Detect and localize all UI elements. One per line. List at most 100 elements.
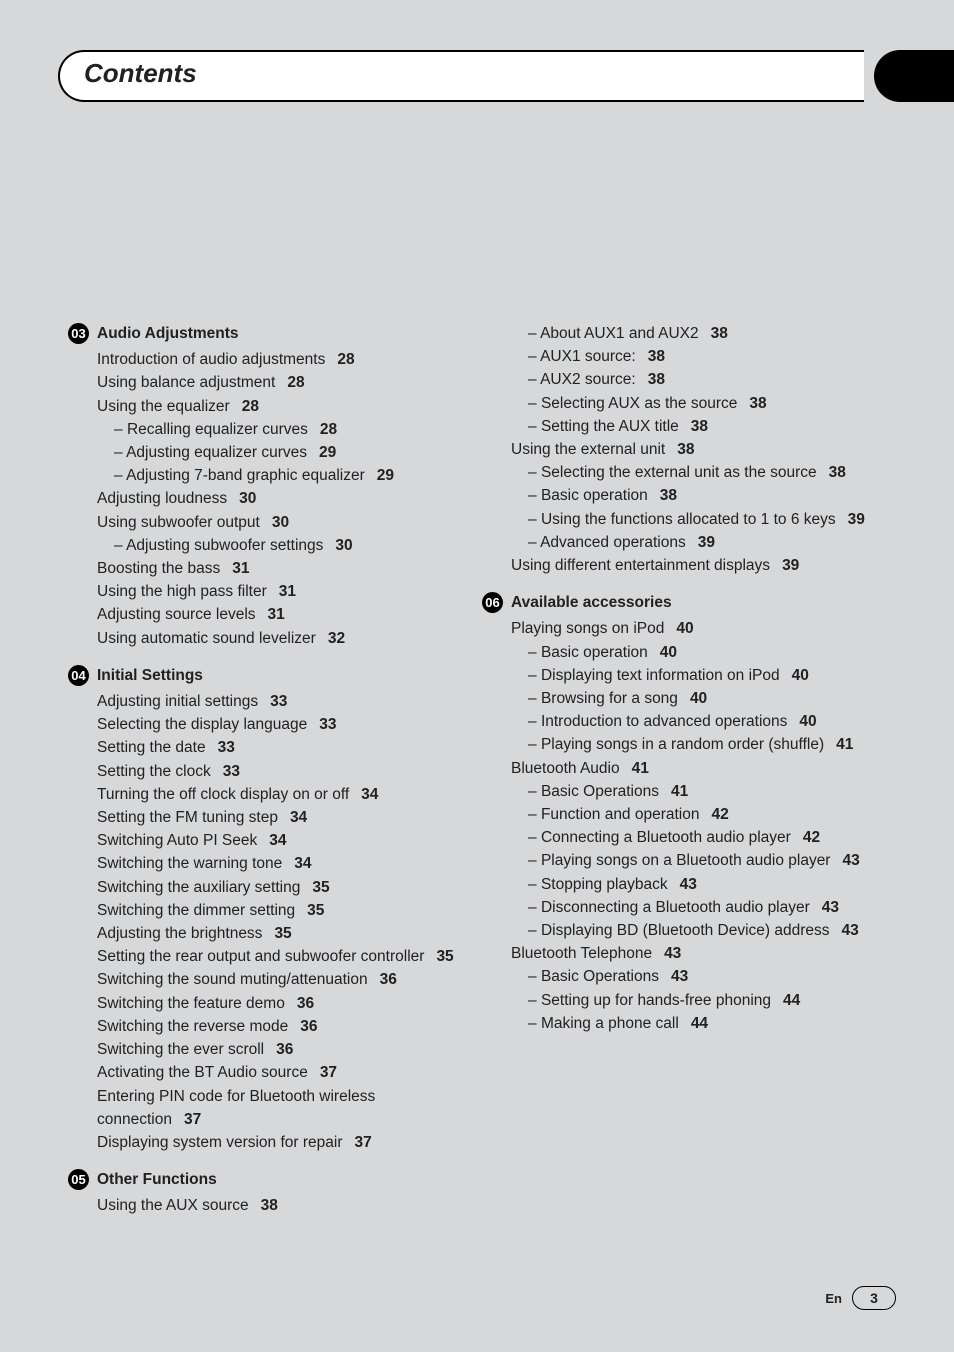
page-ref: 38 (829, 464, 846, 481)
toc-sub-entry[interactable]: Basic operation40 (528, 641, 886, 664)
toc-sub-entry[interactable]: Making a phone call44 (528, 1012, 886, 1035)
toc-entry[interactable]: Using the AUX source38 (97, 1194, 472, 1217)
toc-sub-entry[interactable]: Playing songs in a random order (shuffle… (528, 733, 886, 756)
sub-entries: Basic Operations41Function and operation… (511, 780, 886, 942)
page-ref: 38 (691, 418, 708, 435)
page-ref: 38 (648, 371, 665, 388)
page-ref: 43 (664, 945, 681, 962)
toc-entry[interactable]: Boosting the bass31 (97, 557, 472, 580)
toc-sub-entry[interactable]: Adjusting 7-band graphic equalizer29 (114, 464, 472, 487)
toc-entry[interactable]: Turning the off clock display on or off3… (97, 783, 472, 806)
sub-entries: Basic operation40Displaying text informa… (511, 641, 886, 757)
toc-sub-entry[interactable]: Connecting a Bluetooth audio player42 (528, 826, 886, 849)
section-badge: 03 (68, 323, 89, 344)
toc-sub-entry[interactable]: Browsing for a song40 (528, 687, 886, 710)
page-ref: 40 (676, 620, 693, 637)
page-ref: 38 (261, 1197, 278, 1214)
toc-entry[interactable]: Selecting the display language33 (97, 713, 472, 736)
section-title: Audio Adjustments (97, 322, 239, 345)
toc-sub-entry[interactable]: Recalling equalizer curves28 (114, 418, 472, 441)
toc-sub-entry[interactable]: Basic operation38 (528, 484, 886, 507)
toc-entry[interactable]: Switching the sound muting/attenuation36 (97, 968, 472, 991)
page-ref: 35 (312, 879, 329, 896)
toc-entry[interactable]: Using balance adjustment28 (97, 371, 472, 394)
toc-sub-entry[interactable]: AUX2 source:38 (528, 368, 886, 391)
page-ref: 44 (783, 992, 800, 1009)
toc-entry[interactable]: Switching the dimmer setting35 (97, 899, 472, 922)
section-entries: Using the AUX source38 (68, 1194, 472, 1217)
page-ref: 29 (377, 467, 394, 484)
toc-entry[interactable]: Bluetooth Telephone43 (511, 942, 886, 965)
toc-entry[interactable]: Entering PIN code for Bluetooth wireless… (97, 1085, 472, 1131)
page-ref: 36 (297, 995, 314, 1012)
toc-entry[interactable]: Using automatic sound levelizer32 (97, 627, 472, 650)
toc-sub-entry[interactable]: Disconnecting a Bluetooth audio player43 (528, 896, 886, 919)
toc-entry[interactable]: Introduction of audio adjustments28 (97, 348, 472, 371)
toc-entry[interactable]: Using the external unit38 (511, 438, 886, 461)
page-ref: 35 (307, 902, 324, 919)
toc-sub-entry[interactable]: Using the functions allocated to 1 to 6 … (528, 508, 886, 531)
lang-label: En (825, 1291, 842, 1306)
content-area: 03 Audio Adjustments Introduction of audio… (68, 322, 886, 1232)
page-ref: 33 (223, 763, 240, 780)
toc-entry[interactable]: Adjusting source levels31 (97, 603, 472, 626)
page-ref: 36 (380, 971, 397, 988)
header-tab: Contents (58, 50, 954, 102)
toc-section: About AUX1 and AUX238AUX1 source:38AUX2 … (482, 322, 886, 577)
toc-sub-entry[interactable]: Basic Operations43 (528, 965, 886, 988)
page-ref: 33 (218, 739, 235, 756)
page-ref: 28 (337, 351, 354, 368)
page-ref: 37 (320, 1064, 337, 1081)
toc-entry[interactable]: Adjusting the brightness35 (97, 922, 472, 945)
toc-entry[interactable]: Playing songs on iPod40 (511, 617, 886, 640)
page-ref: 30 (239, 490, 256, 507)
toc-sub-entry[interactable]: About AUX1 and AUX238 (528, 322, 886, 345)
toc-sub-entry[interactable]: Adjusting subwoofer settings30 (114, 534, 472, 557)
tab-black-bg (874, 50, 954, 102)
toc-entry[interactable]: Bluetooth Audio41 (511, 757, 886, 780)
toc-entry[interactable]: Setting the clock33 (97, 760, 472, 783)
toc-entry[interactable]: Adjusting initial settings33 (97, 690, 472, 713)
toc-entry[interactable]: Setting the date33 (97, 736, 472, 759)
toc-entry[interactable]: Switching the ever scroll36 (97, 1038, 472, 1061)
toc-entry[interactable]: Switching the warning tone34 (97, 852, 472, 875)
toc-sub-entry[interactable]: Introduction to advanced operations40 (528, 710, 886, 733)
toc-sub-entry[interactable]: Displaying text information on iPod40 (528, 664, 886, 687)
page-ref: 34 (269, 832, 286, 849)
toc-section: 04Initial SettingsAdjusting initial sett… (68, 664, 472, 1154)
toc-sub-entry[interactable]: Advanced operations39 (528, 531, 886, 554)
toc-entry[interactable]: Displaying system version for repair37 (97, 1131, 472, 1154)
toc-sub-entry[interactable]: Stopping playback43 (528, 873, 886, 896)
toc-section: 05Other FunctionsUsing the AUX source38 (68, 1168, 472, 1217)
toc-entry[interactable]: Adjusting loudness30 (97, 487, 472, 510)
toc-sub-entry[interactable]: Displaying BD (Bluetooth Device) address… (528, 919, 886, 942)
section-header: 03 Audio Adjustments (68, 322, 472, 345)
page-ref: 42 (803, 829, 820, 846)
page-ref: 29 (319, 444, 336, 461)
toc-sub-entry[interactable]: Playing songs on a Bluetooth audio playe… (528, 849, 886, 872)
toc-sub-entry[interactable]: Basic Operations41 (528, 780, 886, 803)
toc-sub-entry[interactable]: Function and operation42 (528, 803, 886, 826)
toc-entry[interactable]: Switching the feature demo36 (97, 992, 472, 1015)
toc-entry[interactable]: Switching Auto PI Seek34 (97, 829, 472, 852)
toc-entry[interactable]: Using different entertainment displays39 (511, 554, 886, 577)
toc-entry[interactable]: Activating the BT Audio source37 (97, 1061, 472, 1084)
toc-sub-entry[interactable]: Selecting AUX as the source38 (528, 392, 886, 415)
toc-entry[interactable]: Using the high pass filter31 (97, 580, 472, 603)
toc-entry[interactable]: Using subwoofer output30 (97, 511, 472, 534)
toc-sub-entry[interactable]: Adjusting equalizer curves29 (114, 441, 472, 464)
page-ref: 37 (184, 1111, 201, 1128)
toc-sub-entry[interactable]: AUX1 source:38 (528, 345, 886, 368)
section-badge: 05 (68, 1169, 89, 1190)
section-header: 06Available accessories (482, 591, 886, 614)
toc-entry[interactable]: Setting the FM tuning step34 (97, 806, 472, 829)
toc-sub-entry[interactable]: Selecting the external unit as the sourc… (528, 461, 886, 484)
toc-sub-entry[interactable]: Setting up for hands-free phoning44 (528, 989, 886, 1012)
page-ref: 28 (287, 374, 304, 391)
sub-entries: Adjusting subwoofer settings30 (97, 534, 472, 557)
toc-sub-entry[interactable]: Setting the AUX title38 (528, 415, 886, 438)
toc-entry[interactable]: Using the equalizer28 (97, 395, 472, 418)
toc-entry[interactable]: Switching the auxiliary setting35 (97, 876, 472, 899)
toc-entry[interactable]: Setting the rear output and subwoofer co… (97, 945, 472, 968)
toc-entry[interactable]: Switching the reverse mode36 (97, 1015, 472, 1038)
